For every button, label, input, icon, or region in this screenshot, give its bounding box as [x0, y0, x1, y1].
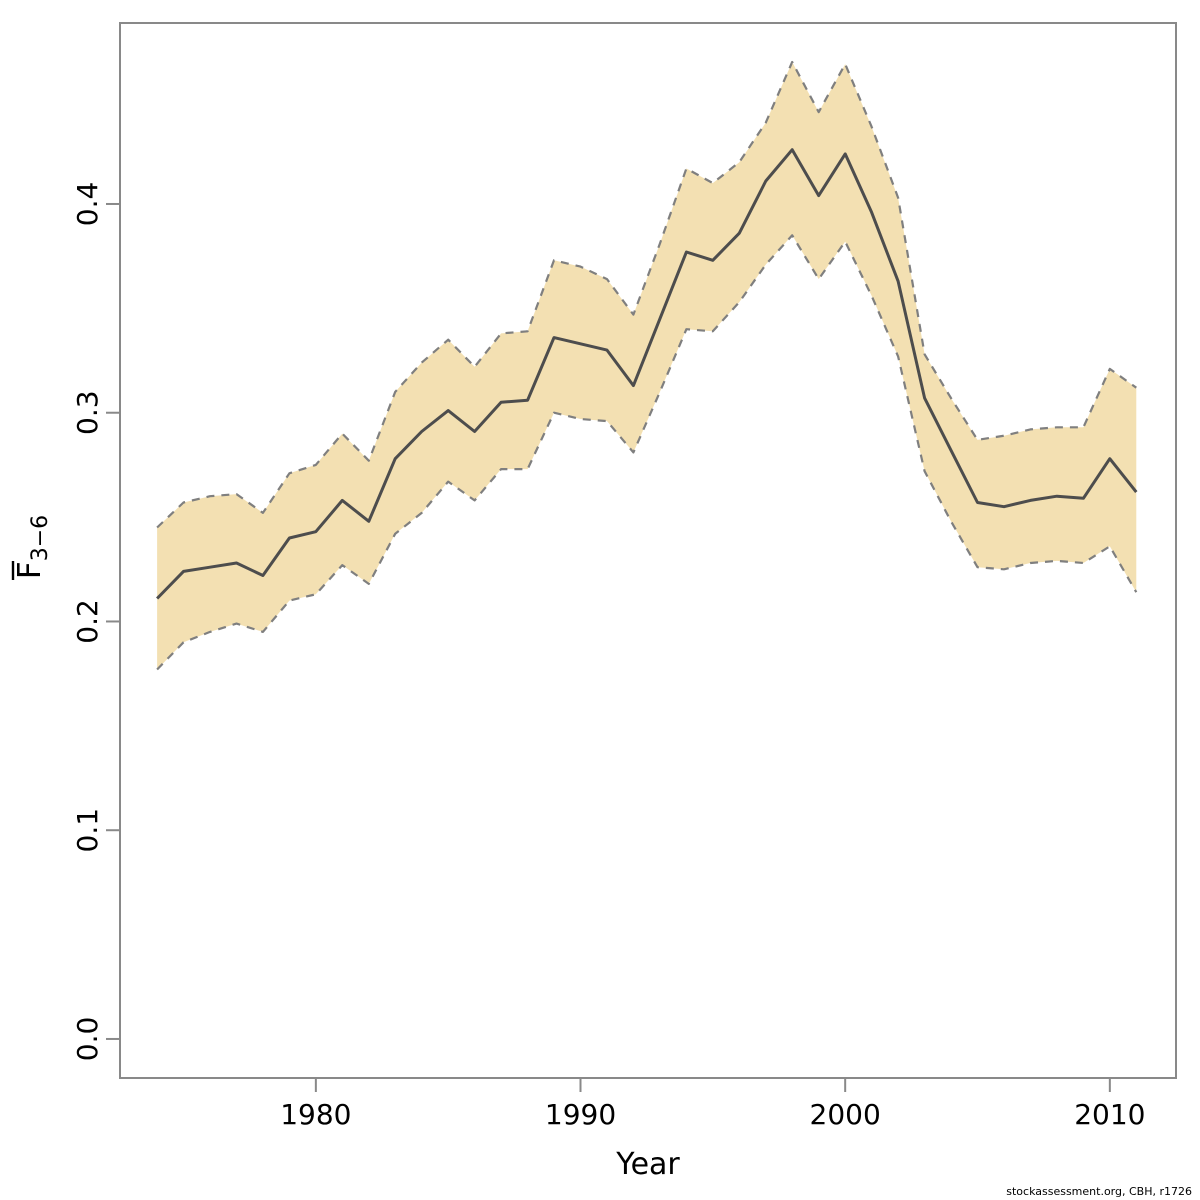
y-axis-title-main: F	[12, 561, 48, 579]
band-upper-edge	[156, 60, 1137, 529]
y-tick-label: 0.0	[71, 1017, 104, 1062]
y-axis: 0.0 0.1 0.2 0.3 0.4	[71, 182, 120, 1062]
band-lower-edge	[156, 234, 1138, 671]
y-tick-label: 0.3	[71, 390, 104, 435]
estimate-line-layer	[156, 148, 1138, 600]
y-axis-title: F3−6	[11, 515, 53, 580]
y-tick-label: 0.4	[71, 182, 104, 227]
x-tick-label: 1980	[280, 1098, 351, 1131]
y-tick-label: 0.1	[71, 808, 104, 853]
x-axis: 1980 1990 2000 2010	[280, 1078, 1145, 1131]
x-axis-title: Year	[615, 1147, 680, 1182]
confidence-band	[157, 62, 1137, 670]
x-tick-label: 1990	[545, 1098, 616, 1131]
watermark-text: stockassessment.org, CBH, r1726	[1006, 1185, 1192, 1198]
confidence-band-layer	[156, 60, 1138, 671]
fbar-estimate-line	[156, 148, 1138, 600]
x-tick-label: 2010	[1074, 1098, 1145, 1131]
y-tick-label: 0.2	[71, 599, 104, 644]
y-axis-title-text: F3−6	[12, 515, 53, 579]
x-tick-label: 2000	[810, 1098, 881, 1131]
y-axis-title-subscript: 3−6	[28, 515, 53, 561]
plot-border	[119, 22, 1177, 1079]
